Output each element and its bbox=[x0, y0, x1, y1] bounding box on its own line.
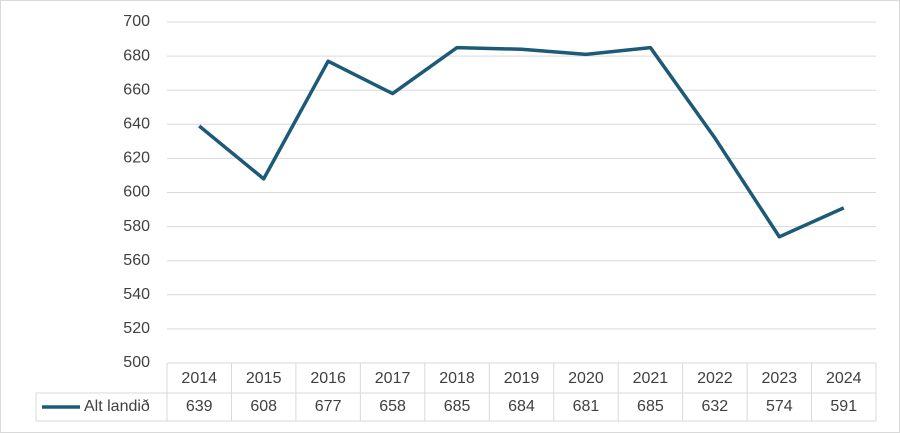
table-value: 684 bbox=[508, 398, 535, 415]
x-tick-label: 2016 bbox=[310, 370, 346, 387]
x-tick-label: 2020 bbox=[568, 370, 604, 387]
y-tick-label: 680 bbox=[123, 47, 150, 64]
x-tick-label: 2023 bbox=[762, 370, 798, 387]
table-value: 574 bbox=[766, 398, 793, 415]
x-tick-label: 2021 bbox=[633, 370, 669, 387]
y-tick-label: 500 bbox=[123, 354, 150, 371]
table-value: 658 bbox=[379, 398, 406, 415]
y-tick-label: 620 bbox=[123, 150, 150, 167]
legend-label: Alt landið bbox=[84, 398, 150, 415]
table-value: 608 bbox=[250, 398, 277, 415]
table-value: 681 bbox=[573, 398, 600, 415]
y-tick-label: 700 bbox=[123, 13, 150, 30]
table-value: 685 bbox=[637, 398, 664, 415]
table-value: 632 bbox=[702, 398, 729, 415]
x-tick-label: 2022 bbox=[697, 370, 733, 387]
table-value: 639 bbox=[186, 398, 213, 415]
y-tick-label: 560 bbox=[123, 252, 150, 269]
y-tick-label: 540 bbox=[123, 286, 150, 303]
x-tick-label: 2018 bbox=[439, 370, 475, 387]
x-tick-label: 2024 bbox=[826, 370, 862, 387]
y-tick-label: 600 bbox=[123, 184, 150, 201]
x-tick-label: 2019 bbox=[504, 370, 540, 387]
x-tick-label: 2014 bbox=[181, 370, 217, 387]
y-tick-label: 580 bbox=[123, 218, 150, 235]
table-value: 591 bbox=[830, 398, 857, 415]
table-value: 685 bbox=[444, 398, 471, 415]
series-line bbox=[198, 45, 845, 239]
x-tick-label: 2017 bbox=[375, 370, 411, 387]
y-tick-label: 640 bbox=[123, 116, 150, 133]
y-tick-label: 520 bbox=[123, 320, 150, 337]
x-tick-label: 2015 bbox=[246, 370, 282, 387]
table-value: 677 bbox=[315, 398, 342, 415]
y-tick-label: 660 bbox=[123, 81, 150, 98]
